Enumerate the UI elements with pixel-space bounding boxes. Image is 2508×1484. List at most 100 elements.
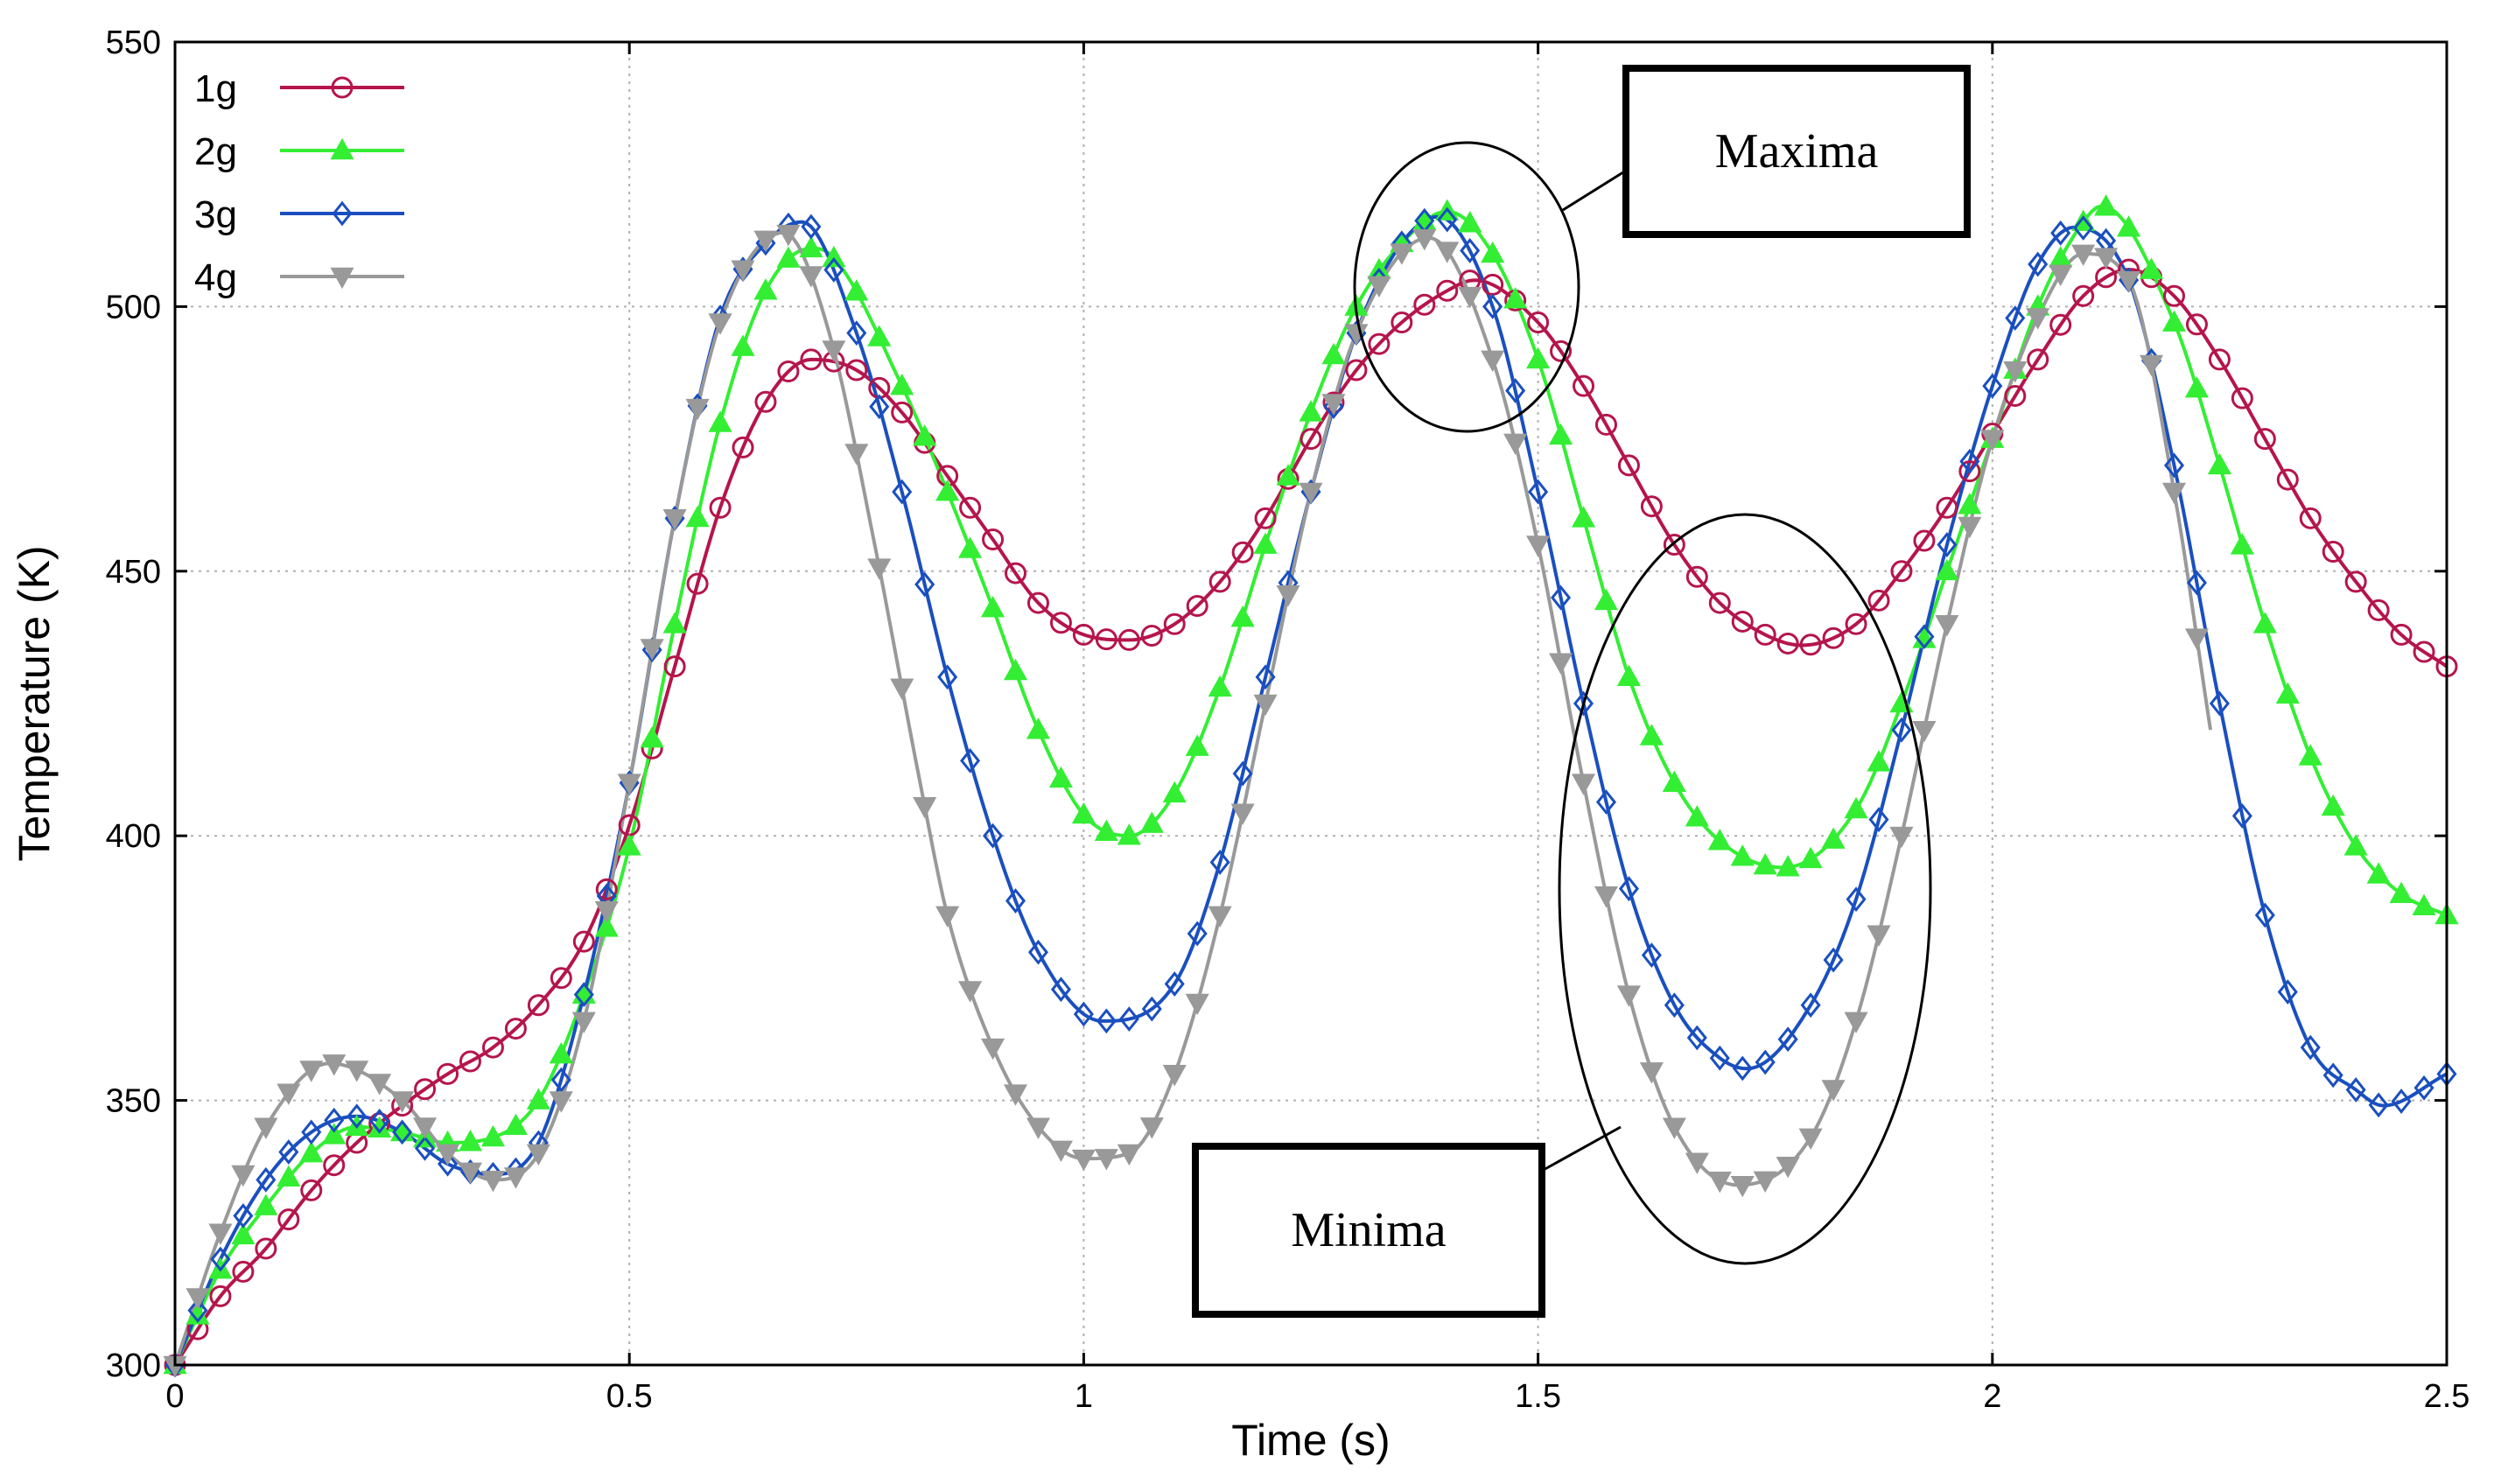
data-point-1g — [845, 359, 868, 382]
data-point-4g — [1935, 614, 1959, 637]
data-point-2g — [799, 235, 823, 258]
data-point-4g — [571, 1012, 596, 1033]
data-point-3g — [573, 982, 594, 1008]
data-point-2g — [1162, 780, 1187, 803]
data-point-4g — [1003, 1084, 1028, 1106]
data-point-3g — [1846, 886, 1867, 913]
data-point-4g — [277, 1083, 301, 1105]
data-point-4g — [1912, 720, 1937, 743]
legend-item-3g: 3g — [194, 193, 404, 236]
data-point-2g — [231, 1222, 256, 1245]
data-point-2g — [594, 915, 619, 937]
data-point-4g — [2139, 354, 2164, 377]
data-point-2g — [2117, 215, 2141, 237]
data-point-1g — [2253, 428, 2276, 451]
data-point-2g — [2412, 893, 2436, 916]
data-point-1g — [1936, 496, 1958, 519]
data-point-4g — [368, 1074, 392, 1096]
data-point-3g — [1050, 976, 1071, 1003]
data-point-4g — [413, 1117, 438, 1139]
data-point-3g — [1528, 479, 1549, 505]
data-point-2g — [1707, 829, 1732, 850]
y-tick-label: 500 — [106, 289, 161, 326]
data-point-1g — [1186, 594, 1208, 617]
data-point-4g — [1549, 653, 1573, 675]
data-point-3g — [823, 257, 844, 283]
series-markers — [163, 194, 2459, 1378]
data-point-1g — [1799, 634, 1822, 656]
data-point-1g — [1095, 628, 1117, 651]
data-point-1g — [663, 655, 686, 678]
data-point-3g — [1595, 789, 1617, 816]
data-point-1g — [1594, 413, 1617, 436]
data-point-2g — [1776, 855, 1800, 877]
minima-callout: Minima — [1192, 513, 1932, 1318]
data-point-4g — [617, 774, 641, 795]
data-point-3g — [869, 394, 890, 420]
data-point-4g — [799, 266, 823, 288]
data-point-3g — [2368, 1092, 2389, 1118]
data-point-2g — [2184, 375, 2209, 398]
data-point-4g — [2003, 361, 2028, 383]
legend: 1g 2g 3g 4g — [194, 67, 404, 299]
data-point-4g — [1844, 1012, 1868, 1033]
data-point-3g — [415, 1136, 436, 1161]
data-point-4g — [2094, 248, 2119, 270]
data-point-3g — [2073, 215, 2094, 241]
data-point-2g — [1026, 718, 1051, 739]
data-point-2g — [503, 1113, 528, 1136]
data-point-2g — [1549, 423, 1573, 445]
data-point-3g — [1073, 1001, 1094, 1027]
data-point-3g — [1141, 996, 1162, 1022]
data-point-4g — [594, 900, 619, 923]
data-point-3g — [937, 664, 958, 690]
data-point-1g — [1049, 612, 1072, 634]
legend-item-2g: 2g — [194, 130, 404, 173]
data-point-3g — [437, 1151, 459, 1177]
data-point-4g — [2026, 308, 2050, 330]
data-point-4g — [254, 1117, 278, 1139]
legend-label: 1g — [194, 67, 237, 110]
data-point-1g — [891, 401, 914, 424]
data-point-2g — [2049, 246, 2073, 268]
data-point-2g — [685, 505, 710, 528]
data-point-1g — [527, 994, 550, 1017]
data-point-3g — [983, 822, 1004, 849]
data-point-1g — [232, 1260, 255, 1283]
data-point-1g — [2299, 507, 2322, 529]
data-point-1g — [1368, 332, 1391, 355]
data-point-2g — [1935, 558, 1959, 581]
data-point-2g — [981, 596, 1005, 618]
data-point-3g — [2163, 452, 2185, 479]
data-point-2g — [1571, 506, 1596, 528]
data-point-2g — [935, 479, 960, 501]
data-point-2g — [2298, 744, 2322, 766]
minima-box — [1192, 1143, 1545, 1318]
data-point-4g — [935, 906, 960, 928]
y-tick-label: 450 — [106, 554, 161, 591]
data-point-2g — [1685, 805, 1709, 827]
data-point-2g — [2230, 533, 2254, 555]
data-point-2g — [2252, 612, 2277, 634]
data-point-4g — [1367, 276, 1391, 298]
data-point-2g — [708, 410, 732, 432]
data-point-2g — [753, 278, 778, 300]
data-point-1g — [1890, 560, 1913, 583]
data-point-1g — [2413, 640, 2435, 663]
data-point-4g — [390, 1091, 415, 1113]
data-point-3g — [846, 320, 867, 346]
data-point-1g — [709, 496, 732, 519]
legend-marker — [331, 76, 354, 99]
data-point-3g — [2028, 251, 2049, 277]
data-point-3g — [2277, 979, 2298, 1005]
data-point-1g — [1072, 623, 1095, 646]
data-point-1g — [550, 967, 572, 990]
data-point-2g — [1639, 724, 1664, 746]
data-point-2g — [1299, 400, 1323, 422]
data-point-4g — [1821, 1080, 1846, 1102]
data-point-3g — [1164, 971, 1185, 997]
data-point-2g — [549, 1041, 573, 1064]
data-point-4g — [1048, 1140, 1073, 1163]
series-markers-1g — [164, 258, 2458, 1376]
data-point-3g — [1709, 1045, 1730, 1071]
